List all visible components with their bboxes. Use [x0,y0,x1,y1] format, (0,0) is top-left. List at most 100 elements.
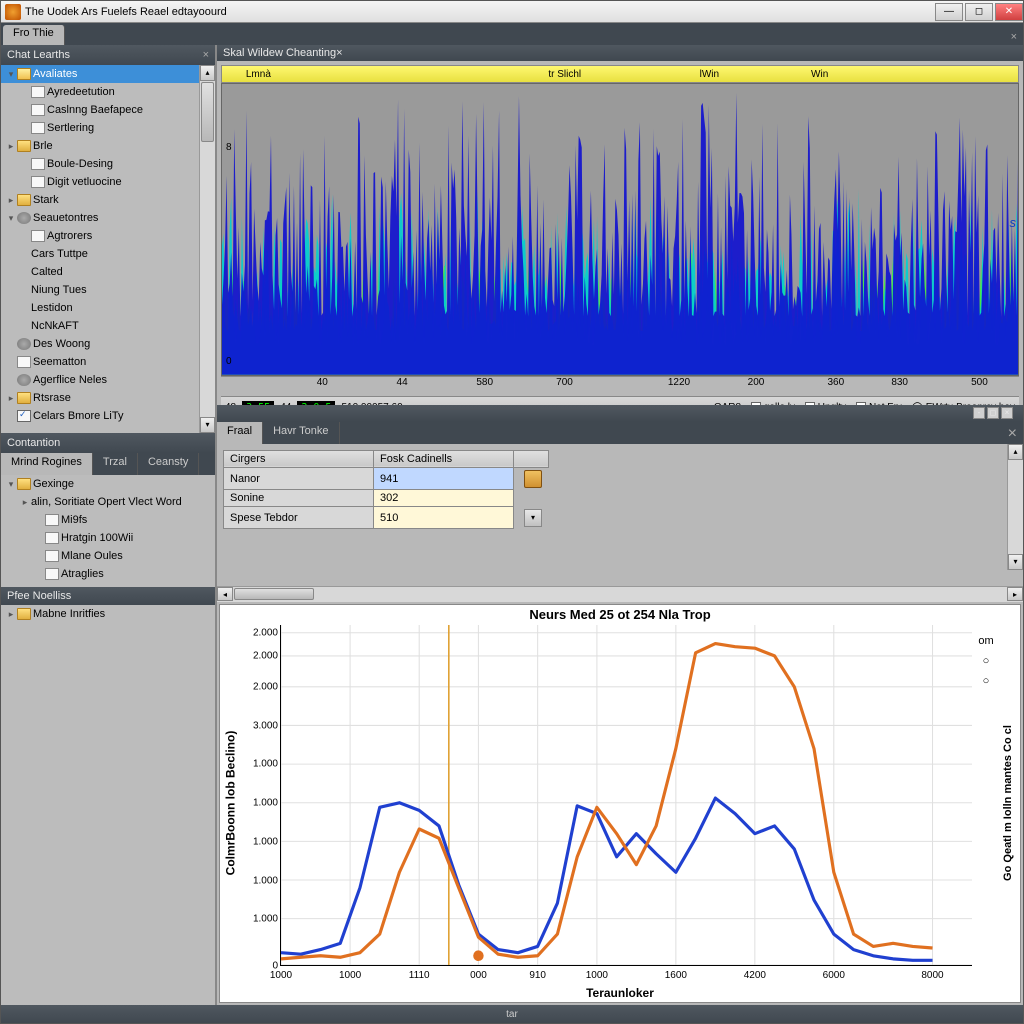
chart-plot[interactable]: 10001000111000091010001600420060008000 [280,625,972,966]
tree-item[interactable]: Hratgin 100Wii [1,529,215,547]
tree-item[interactable]: ▾Seauetontres [1,209,199,227]
tab-close-icon[interactable]: × [1005,29,1023,45]
chart-y2-icon[interactable]: om [978,635,993,647]
tree-item[interactable]: ▸Stark [1,191,199,209]
mid-max-icon[interactable]: ◻ [987,407,999,419]
tree-item[interactable]: Boule-Desing [1,155,199,173]
subtab[interactable]: Mrind Rogines [1,453,93,475]
spectro-xtick: 360 [827,377,844,388]
tree-item-label: Seematton [33,356,86,368]
tree-item[interactable]: ▸Mabne Inritfies [1,605,215,623]
spectro-y-label: s [1010,215,1017,230]
prop-value-input[interactable]: 941 [374,467,514,490]
props-scroll-left[interactable]: ◂ [217,587,233,601]
prop-col-header[interactable]: Fosk Cadinells [374,450,514,467]
spectro-close-icon[interactable]: × [336,47,342,59]
tree-scroll[interactable]: ▾Avaliates Ayredeetution Caslnng Baefapece… [1,65,199,433]
doc-icon [45,532,59,544]
subtab[interactable]: Ceansty [138,453,199,475]
spectro-plot[interactable]: s 8 0 [221,83,1019,376]
folder-icon [17,608,31,620]
subtab[interactable]: Trzal [93,453,138,475]
maximize-button[interactable]: ◻ [965,3,993,21]
tree-item[interactable]: Ayredeetution [1,83,199,101]
tree-item-label: NcNkAFT [31,320,79,332]
tree-item[interactable]: Sertlering [1,119,199,137]
time-ruler[interactable]: Lmnàtr SlichllWinWin [221,65,1019,83]
props-close-icon[interactable]: × [1002,422,1023,444]
tree-item[interactable]: Agerflice Neles [1,371,199,389]
spectro-body: Lmnàtr SlichllWinWin s 8 0 4044580700122… [217,61,1023,422]
scroll-up-button[interactable]: ▴ [200,65,215,81]
tree-header: Chat Learths × [1,45,215,65]
tree-item[interactable]: Calted [1,263,199,281]
props-tabs: FraalHavr Tonke × [217,422,1023,444]
tree-item[interactable]: Lestidon [1,299,199,317]
minimize-button[interactable]: — [935,3,963,21]
props-scroll-right[interactable]: ▸ [1007,587,1023,601]
tree-item[interactable]: Atraglies [1,565,215,583]
prop-action-button[interactable] [524,470,542,488]
mid-min-icon[interactable]: - [973,407,985,419]
tree-item[interactable]: Cars Tuttpe [1,245,199,263]
tab-main[interactable]: Fro Thie [3,25,65,45]
left-column: Chat Learths × ▾Avaliates Ayredeetution Ca… [1,45,217,1005]
props-hscroll-track[interactable] [315,587,1007,602]
tree-item[interactable]: Digit vetluocine [1,173,199,191]
props-hscroll-thumb[interactable] [234,588,314,600]
scroll-down-button[interactable]: ▾ [200,417,215,433]
tree-item[interactable]: Mlane Oules [1,547,215,565]
subtab[interactable]: Havr Tonke [263,422,339,444]
tree-item[interactable]: Agtrorers [1,227,199,245]
mid-close-icon[interactable]: × [1001,407,1013,419]
prop-value-input[interactable]: 510 [374,507,514,529]
props-vscroll[interactable]: ▴ ▾ [1007,444,1023,570]
tree-item[interactable]: Des Woong [1,335,199,353]
prop-row[interactable]: Nanor941 [224,467,549,490]
right-column: Skal Wildew Cheanting × Lmnàtr SlichllWi… [217,45,1023,1005]
spectro-xtick: 830 [891,377,908,388]
tree-item[interactable]: ▾Gexinge [1,475,215,493]
props-hscroll[interactable]: ◂ ▸ [217,586,1023,602]
subtab[interactable]: Fraal [217,422,263,444]
chart-ytick: 1.000 [253,759,278,770]
tree-item-label: Ayredeetution [47,86,115,98]
tree-item[interactable]: ▸Rtsrase [1,389,199,407]
close-button[interactable]: ✕ [995,3,1023,21]
prop-row[interactable]: Sonine302 [224,490,549,507]
props-table: CirgersFosk CadinellsNanor941Sonine302Sp… [223,450,549,530]
scroll-thumb[interactable] [201,82,214,142]
tree-item[interactable]: ▾Avaliates [1,65,199,83]
app-icon [5,4,21,20]
tree-scrollbar[interactable]: ▴ ▾ [199,65,215,433]
folder-icon [17,140,31,152]
prop-col-header[interactable]: Cirgers [224,450,374,467]
chart-y2-icon[interactable]: ○ [983,675,990,687]
chart-y2-icon[interactable]: ○ [983,655,990,667]
spectro-header-label: Skal Wildew Cheanting [223,47,336,59]
doc-icon [31,86,45,98]
tree-item[interactable]: NcNkAFT [1,317,199,335]
tree-item[interactable]: Mi9fs [1,511,215,529]
doc-icon [31,104,45,116]
props-scroll-up[interactable]: ▴ [1008,444,1023,460]
tree-item[interactable]: ▸Brle [1,137,199,155]
chart-xtick: 1000 [586,970,608,981]
prop-value-input[interactable]: 302 [374,490,514,507]
props-scroll-track[interactable] [1008,460,1023,554]
tree-item[interactable]: Caslnng Baefapece [1,101,199,119]
props-scroll-down[interactable]: ▾ [1008,554,1023,570]
titlebar[interactable]: The Uodek Ars Fuelefs Reael edtayoourd —… [1,1,1023,23]
tree-item[interactable]: Celars Bmore LiTy [1,407,199,425]
tree-close-icon[interactable]: × [203,49,209,61]
tree-item[interactable]: ▸alin, Soritiate Opert Vlect Word [1,493,215,511]
prop-row[interactable]: Spese Tebdor510▾ [224,507,549,529]
tree-item[interactable]: Seematton [1,353,199,371]
scroll-track[interactable] [200,143,215,417]
tree-item[interactable]: Niung Tues [1,281,199,299]
doc-icon [45,550,59,562]
spectro-xtick: 500 [971,377,988,388]
prop-dropdown-button[interactable]: ▾ [524,509,542,527]
chart-ytick: 1.000 [253,798,278,809]
mid-left-tree[interactable]: ▾Gexinge▸alin, Soritiate Opert Vlect Wor… [1,475,215,1005]
